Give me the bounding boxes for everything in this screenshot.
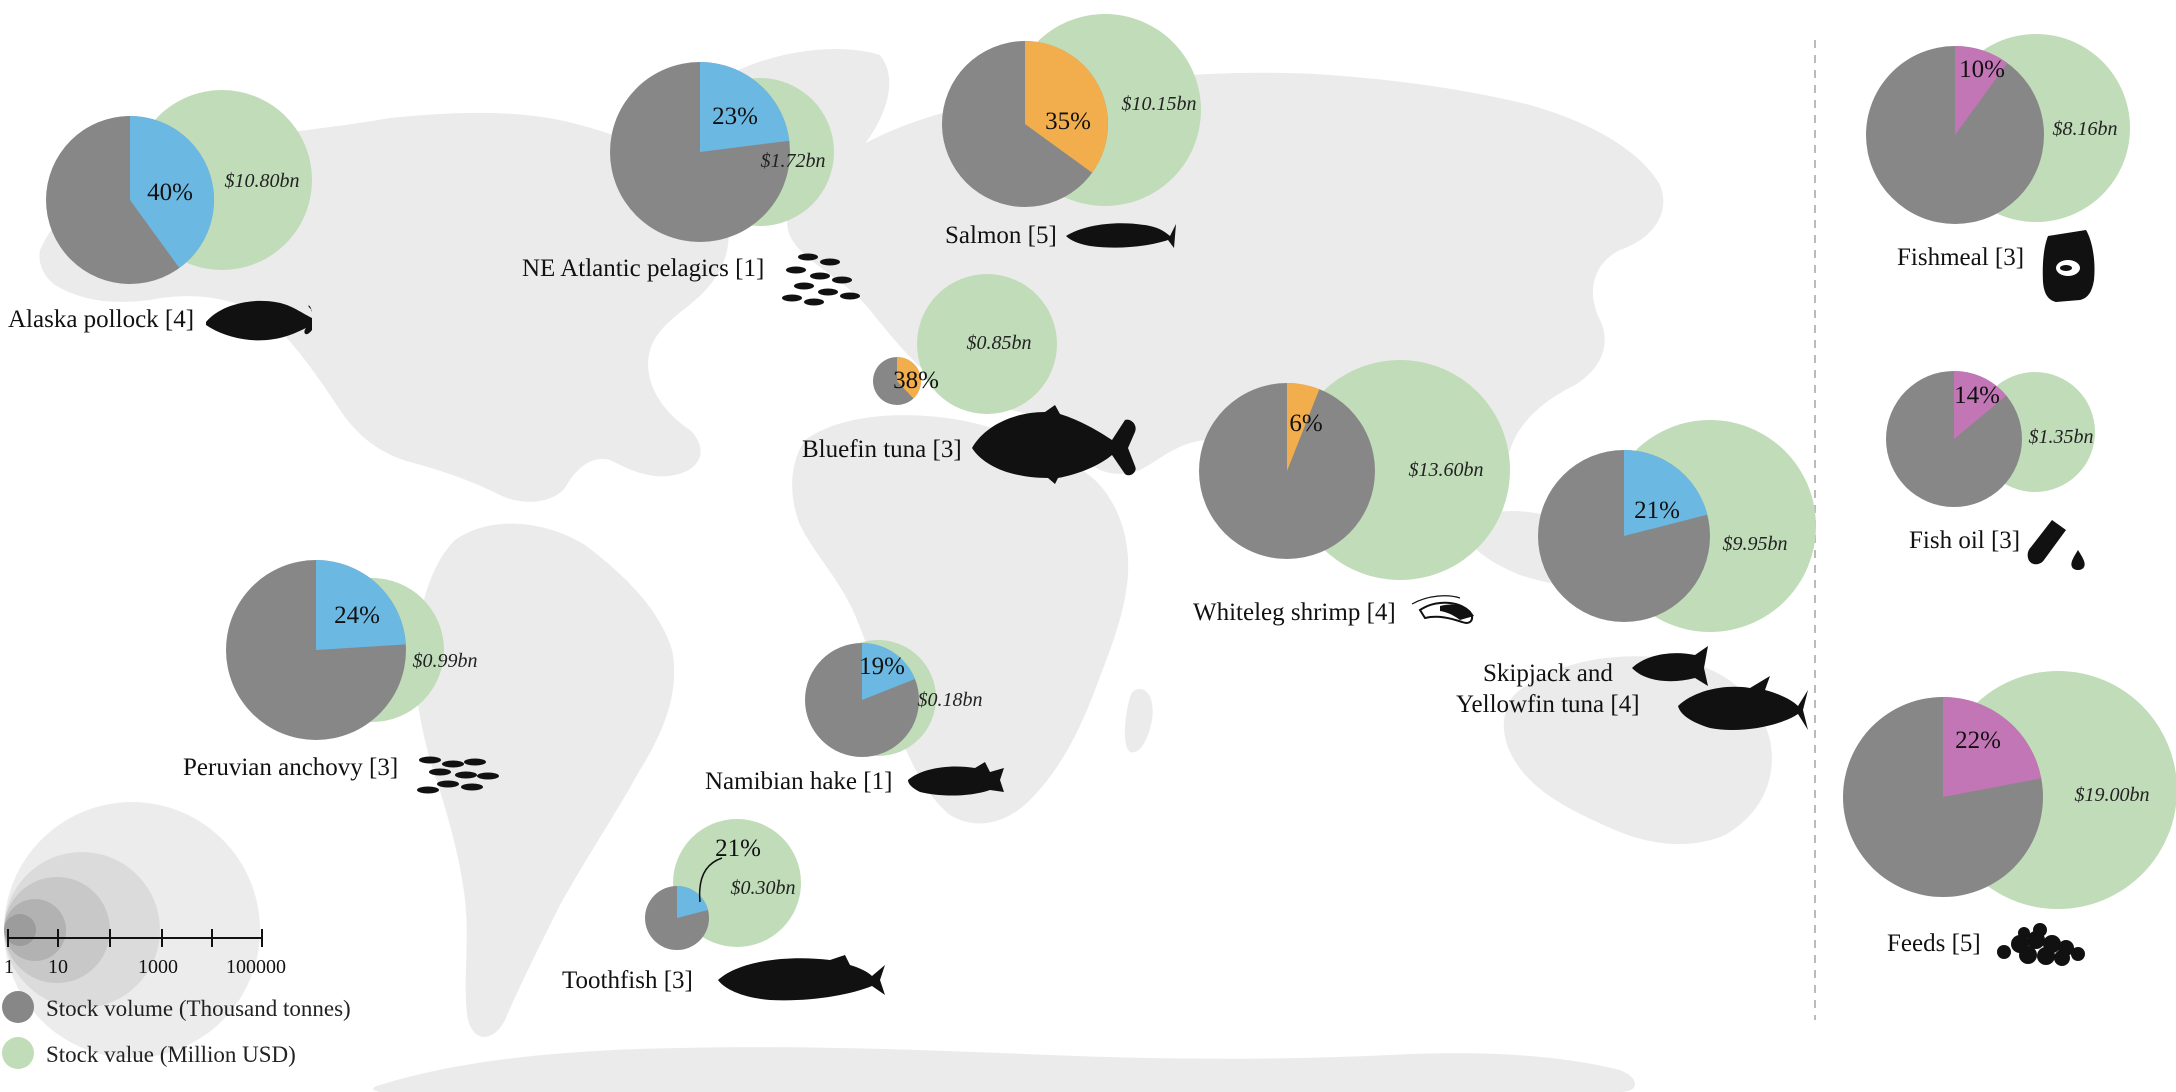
fish-oil-label: Fish oil [3]: [1909, 527, 2020, 554]
namibian-hake-label: Namibian hake [1]: [705, 768, 892, 795]
whiteleg-shrimp-share-label: 6%: [1289, 410, 1322, 437]
salmon-share-slice: [1025, 41, 1109, 173]
cod-silhouette-icon: [206, 300, 312, 341]
bluefin-tuna-share-label: 38%: [893, 367, 939, 394]
peruvian-anchovy-share-slice: [316, 560, 406, 650]
toothfish-leader-line: [698, 857, 723, 903]
bluefin-tuna-share-slice: [897, 357, 922, 399]
feeds-share-label: 22%: [1955, 727, 2001, 754]
fishmeal-share-slice: [1955, 46, 2008, 135]
peruvian-anchovy-pie-group: 24% $0.99bn: [226, 560, 478, 740]
skipjack-yellowfin-share-label: 21%: [1634, 497, 1680, 524]
feeds-value-label: $19.00bn: [2075, 784, 2150, 806]
namibian-hake-value-label: $0.18bn: [918, 689, 983, 711]
fish-oil-share-label: 14%: [1954, 382, 2000, 409]
skipjack-yellowfin-label-line2: Yellowfin tuna [4]: [1456, 691, 1640, 718]
salmon-pie-group: 35% $10.15bn: [942, 14, 1201, 207]
whiteleg-shrimp-share-slice: [1287, 383, 1320, 471]
alaska-pollock-label: Alaska pollock [4]: [8, 306, 194, 333]
namibian-hake-share-slice: [862, 643, 915, 700]
feeds-pie-group: 22% $19.00bn: [1843, 671, 2176, 909]
ne-atlantic-pelagics-label: NE Atlantic pelagics [1]: [522, 255, 764, 282]
toothfish-pie-group: 21% $0.30bn: [645, 819, 801, 950]
species-icons: [206, 223, 2095, 1001]
fishmeal-bag-icon: [2042, 230, 2095, 302]
alaska-pollock-share-label: 40%: [147, 179, 193, 206]
stock-pie-charts: 40% $10.80bn 23%$1.72bn 35% $10.15bn 38% $0.85…: [46, 14, 2176, 950]
toothfish-share-label: 21%: [715, 835, 761, 862]
land-africa: [792, 415, 1129, 824]
feed-pellets-icon: [1997, 923, 2085, 966]
skipjack-tuna-icon: [1632, 646, 1808, 731]
tuna-silhouette-icon: [972, 405, 1136, 484]
alaska-pollock-pie-group: 40% $10.80bn: [46, 90, 312, 284]
alaska-pollock-value-label: $10.80bn: [225, 170, 300, 192]
fish-oil-pie-group: 14% $1.35bn: [1886, 371, 2095, 507]
ne-atlantic-pelagics-value-label: $1.72bn: [761, 150, 826, 172]
anchovy-school-icon: [417, 756, 499, 794]
legend-value-swatch: [2, 1037, 34, 1069]
namibian-hake-share-label: 19%: [859, 653, 905, 680]
fishmeal-pie-group: 10% $8.16bn: [1866, 34, 2130, 224]
fish-school-icon: [782, 253, 860, 306]
skipjack-yellowfin-share-slice: [1624, 450, 1708, 536]
ne-atlantic-pelagics-share-slice: [700, 62, 790, 152]
legend-tick-10: 10: [48, 956, 68, 978]
legend-circle-100000: [4, 802, 260, 1058]
stock-labels: Alaska pollock [4] NE Atlantic pelagics …: [8, 222, 2024, 994]
salmon-value-label: $10.15bn: [1122, 93, 1197, 115]
legend-tick-1: 1: [4, 956, 14, 978]
land-madagascar: [1124, 689, 1153, 753]
ne-atlantic-pelagics-pie-group: 23%$1.72bn: [610, 62, 834, 242]
skipjack-yellowfin-pie-group: 21% $9.95bn: [1538, 420, 1816, 632]
fishmeal-share-label: 10%: [1959, 56, 2005, 83]
skipjack-yellowfin-label-line1: Skipjack and: [1483, 660, 1613, 687]
alaska-pollock-share-slice: [130, 116, 214, 268]
fish-oil-share-slice: [1954, 371, 2007, 439]
legend-volume-label: Stock volume (Thousand tonnes): [46, 996, 351, 1021]
legend-value-label: Stock value (Million USD): [46, 1042, 296, 1067]
bluefin-tuna-value-label: $0.85bn: [967, 332, 1032, 354]
toothfish-share-slice: [677, 886, 708, 918]
peruvian-anchovy-share-label: 24%: [334, 602, 380, 629]
whiteleg-shrimp-pie-group: 6% $13.60bn: [1199, 360, 1510, 580]
salmon-silhouette-icon: [1066, 223, 1176, 248]
legend-tick-1000: 1000: [138, 956, 178, 978]
fish-oil-value-label: $1.35bn: [2029, 426, 2094, 448]
toothfish-silhouette-icon: [718, 955, 885, 1001]
peruvian-anchovy-value-label: $0.99bn: [413, 650, 478, 672]
peruvian-anchovy-label: Peruvian anchovy [3]: [183, 754, 398, 781]
salmon-share-label: 35%: [1045, 108, 1091, 135]
feeds-share-slice: [1943, 697, 2042, 797]
namibian-hake-pie-group: 19% $0.18bn: [805, 640, 983, 757]
ne-atlantic-pelagics-share-label: 23%: [712, 103, 758, 130]
fishmeal-value-label: $8.16bn: [2053, 118, 2118, 140]
bluefin-tuna-pie-group: 38% $0.85bn: [873, 274, 1057, 414]
size-legend: 1 10 1000 100000 Stock volume (Thousand …: [2, 802, 351, 1069]
land-antarctica: [373, 1047, 1636, 1092]
fishmeal-label: Fishmeal [3]: [1897, 244, 2024, 271]
hake-silhouette-icon: [908, 762, 1004, 796]
salmon-label: Salmon [5]: [945, 222, 1057, 249]
feeds-label: Feeds [5]: [1887, 930, 1981, 957]
toothfish-label: Toothfish [3]: [562, 967, 693, 994]
shrimp-icon: [1411, 595, 1474, 624]
toothfish-value-label: $0.30bn: [731, 877, 796, 899]
whiteleg-shrimp-label: Whiteleg shrimp [4]: [1193, 599, 1396, 626]
fish-oil-tube-icon: [2027, 520, 2085, 570]
legend-tick-100000: 100000: [226, 956, 286, 978]
bluefin-tuna-value-circle: [917, 274, 1057, 414]
legend-volume-swatch: [2, 991, 34, 1023]
bluefin-tuna-label: Bluefin tuna [3]: [802, 436, 962, 463]
legend-axis-ticks: [7, 929, 263, 947]
land-south-america: [414, 523, 675, 1037]
whiteleg-shrimp-value-label: $13.60bn: [1409, 459, 1484, 481]
skipjack-yellowfin-value-label: $9.95bn: [1723, 533, 1788, 555]
